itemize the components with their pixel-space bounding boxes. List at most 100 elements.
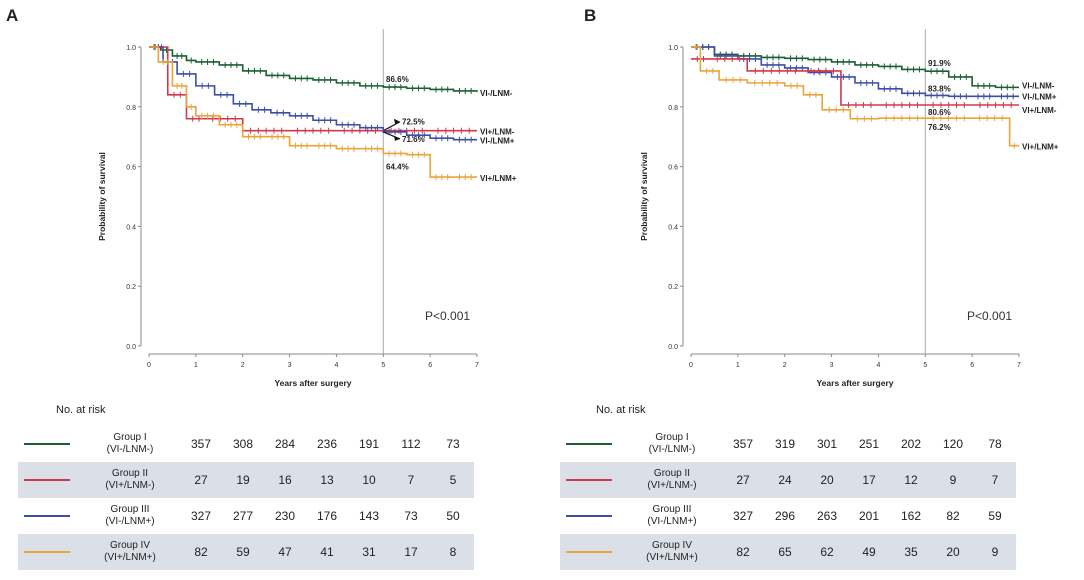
risk-row: Group II (VI+/LNM-) 27 24 20 17 12 9 7: [560, 462, 1016, 498]
x-tick-label: 6: [428, 362, 432, 369]
risk-count: 277: [232, 509, 254, 523]
x-tick-label: 5: [923, 362, 927, 369]
risk-count: 301: [816, 437, 838, 451]
risk-count: 27: [180, 462, 222, 498]
km-curve-VI-/LNM+: [149, 46, 477, 141]
risk-table-b: Group I (VI-/LNM-) 357 319 301 251 202 120 78 Gro…: [560, 426, 1016, 570]
group-subtitle: (VI+/LNM+): [104, 552, 156, 563]
y-tick-label: 0.0: [126, 344, 136, 351]
risk-row-label: Group IV (VI+/LNM+): [80, 534, 180, 570]
y-tick-label: 0.8: [126, 105, 136, 112]
series-label-VI+/LNM-: VI+/LNM-: [480, 128, 515, 137]
risk-count: 35: [890, 534, 932, 570]
risk-count: 20: [806, 462, 848, 498]
group-name: Group IV: [651, 540, 693, 551]
risk-row: Group III (VI-/LNM+) 327 296 263 201 162 82 59: [560, 498, 1016, 534]
risk-count: 13: [306, 462, 348, 498]
p-value: P<0.001: [425, 309, 470, 323]
p-value: P<0.001: [967, 309, 1012, 323]
annotation-arrowhead: [394, 118, 400, 124]
risk-row-swatch: [560, 426, 622, 462]
series-label-VI-/LNM+: VI-/LNM+: [1022, 92, 1057, 101]
annotation-VI-/LNM+: 71.6%: [402, 135, 425, 144]
x-axis-label: Years after surgery: [274, 378, 351, 388]
series-label-VI-/LNM-: VI-/LNM-: [1022, 81, 1055, 90]
risk-count: 73: [404, 509, 418, 523]
panel-letter: B: [584, 6, 597, 25]
risk-count: 112: [401, 437, 421, 451]
risk-count: 327: [732, 509, 754, 523]
group-subtitle: (VI+/LNM-): [647, 480, 697, 491]
risk-count: 82: [180, 534, 222, 570]
x-tick-label: 1: [736, 362, 740, 369]
y-tick-label: 0.2: [668, 284, 678, 291]
risk-count: 47: [264, 534, 306, 570]
risk-count: 263: [816, 509, 838, 523]
risk-row: Group IV (VI+/LNM+) 82 59 47 41 31 17 8: [18, 534, 474, 570]
y-tick-label: 0.4: [126, 224, 136, 231]
risk-count: 191: [358, 437, 380, 451]
group-subtitle: (VI-/LNM+): [105, 516, 155, 527]
risk-count: 202: [900, 437, 922, 451]
legend-line: [566, 443, 612, 445]
group-name: Group I: [113, 432, 147, 443]
group-subtitle: (VI+/LNM+): [646, 552, 698, 563]
risk-row: Group II (VI+/LNM-) 27 19 16 13 10 7 5: [18, 462, 474, 498]
x-tick-label: 3: [288, 362, 292, 369]
risk-count: 59: [222, 534, 264, 570]
risk-count: 17: [848, 462, 890, 498]
risk-count: 143: [358, 509, 380, 523]
y-tick-label: 0.8: [668, 105, 678, 112]
annotation-VI-/LNM+: 83.8%: [928, 84, 951, 93]
risk-row: Group I (VI-/LNM-) 357 319 301 251 202 120 78: [560, 426, 1016, 462]
risk-count: 251: [858, 437, 880, 451]
group-name: Group IV: [109, 540, 151, 551]
risk-row-swatch: [560, 462, 622, 498]
x-tick-label: 5: [381, 362, 385, 369]
risk-count: 62: [806, 534, 848, 570]
x-tick-label: 7: [1017, 362, 1021, 369]
risk-count: 284: [274, 437, 296, 451]
risk-count: 201: [858, 509, 880, 523]
y-tick-label: 0.0: [668, 344, 678, 351]
x-tick-label: 2: [241, 362, 245, 369]
series-label-VI+/LNM-: VI+/LNM-: [1022, 106, 1057, 115]
risk-count: 82: [722, 534, 764, 570]
censor-marks-VI-/LNM-: [154, 44, 472, 94]
risk-count: 7: [974, 462, 1016, 498]
risk-row-label: Group III (VI-/LNM+): [622, 498, 722, 534]
y-tick-label: 0.6: [668, 165, 678, 172]
risk-count: 50: [446, 509, 460, 523]
panel-a: A 0.0 0.2 0.4 0.6 0.8 1.0 0 1 2 3 4 5 6 7 Years after …: [6, 6, 517, 570]
risk-count: 9: [974, 534, 1016, 570]
risk-count: 82: [946, 509, 960, 523]
x-tick-label: 1: [194, 362, 198, 369]
risk-row-label: Group IV (VI+/LNM+): [622, 534, 722, 570]
x-tick-label: 7: [475, 362, 479, 369]
risk-row: Group III (VI-/LNM+) 327 277 230 176 143 73 50: [18, 498, 474, 534]
risk-count: 357: [732, 437, 754, 451]
risk-count: 73: [446, 437, 460, 451]
group-subtitle: (VI+/LNM-): [105, 480, 155, 491]
risk-row: Group I (VI-/LNM-) 357 308 284 236 191 112 73: [18, 426, 474, 462]
group-name: Group II: [111, 468, 149, 479]
risk-count: 9: [932, 462, 974, 498]
risk-count: 65: [764, 534, 806, 570]
km-curve-VI+/LNM+: [149, 46, 477, 178]
risk-count: 230: [274, 509, 296, 523]
censor-marks-VI-/LNM+: [696, 44, 1014, 100]
legend-line: [566, 515, 612, 517]
risk-row-swatch: [18, 462, 80, 498]
annotation-VI-/LNM-: 86.6%: [386, 75, 409, 84]
risk-count: 19: [222, 462, 264, 498]
censor-marks-VI+/LNM+: [153, 44, 472, 181]
risk-row-swatch: [560, 534, 622, 570]
risk-count: 49: [848, 534, 890, 570]
x-tick-label: 0: [689, 362, 693, 369]
series-label-VI+/LNM+: VI+/LNM+: [480, 174, 517, 183]
series-label-VI+/LNM+: VI+/LNM+: [1022, 143, 1059, 152]
censor-marks-VI+/LNM-: [696, 55, 1012, 109]
risk-count: 5: [432, 462, 474, 498]
km-curve-VI-/LNM-: [149, 46, 478, 92]
risk-count: 78: [988, 437, 1002, 451]
